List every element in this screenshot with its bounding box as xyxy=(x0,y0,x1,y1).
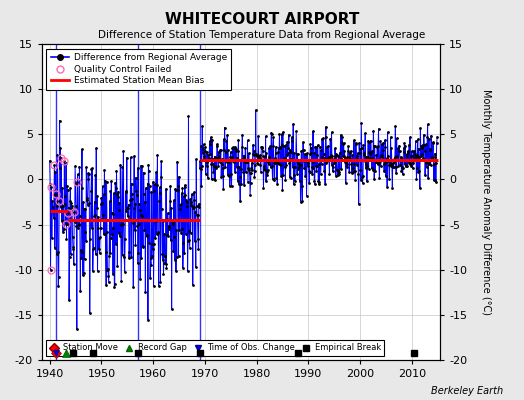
Text: Berkeley Earth: Berkeley Earth xyxy=(431,386,503,396)
Y-axis label: Monthly Temperature Anomaly Difference (°C): Monthly Temperature Anomaly Difference (… xyxy=(481,89,491,315)
Legend: Station Move, Record Gap, Time of Obs. Change, Empirical Break: Station Move, Record Gap, Time of Obs. C… xyxy=(46,340,384,356)
Text: Difference of Station Temperature Data from Regional Average: Difference of Station Temperature Data f… xyxy=(99,30,425,40)
Text: WHITECOURT AIRPORT: WHITECOURT AIRPORT xyxy=(165,12,359,27)
